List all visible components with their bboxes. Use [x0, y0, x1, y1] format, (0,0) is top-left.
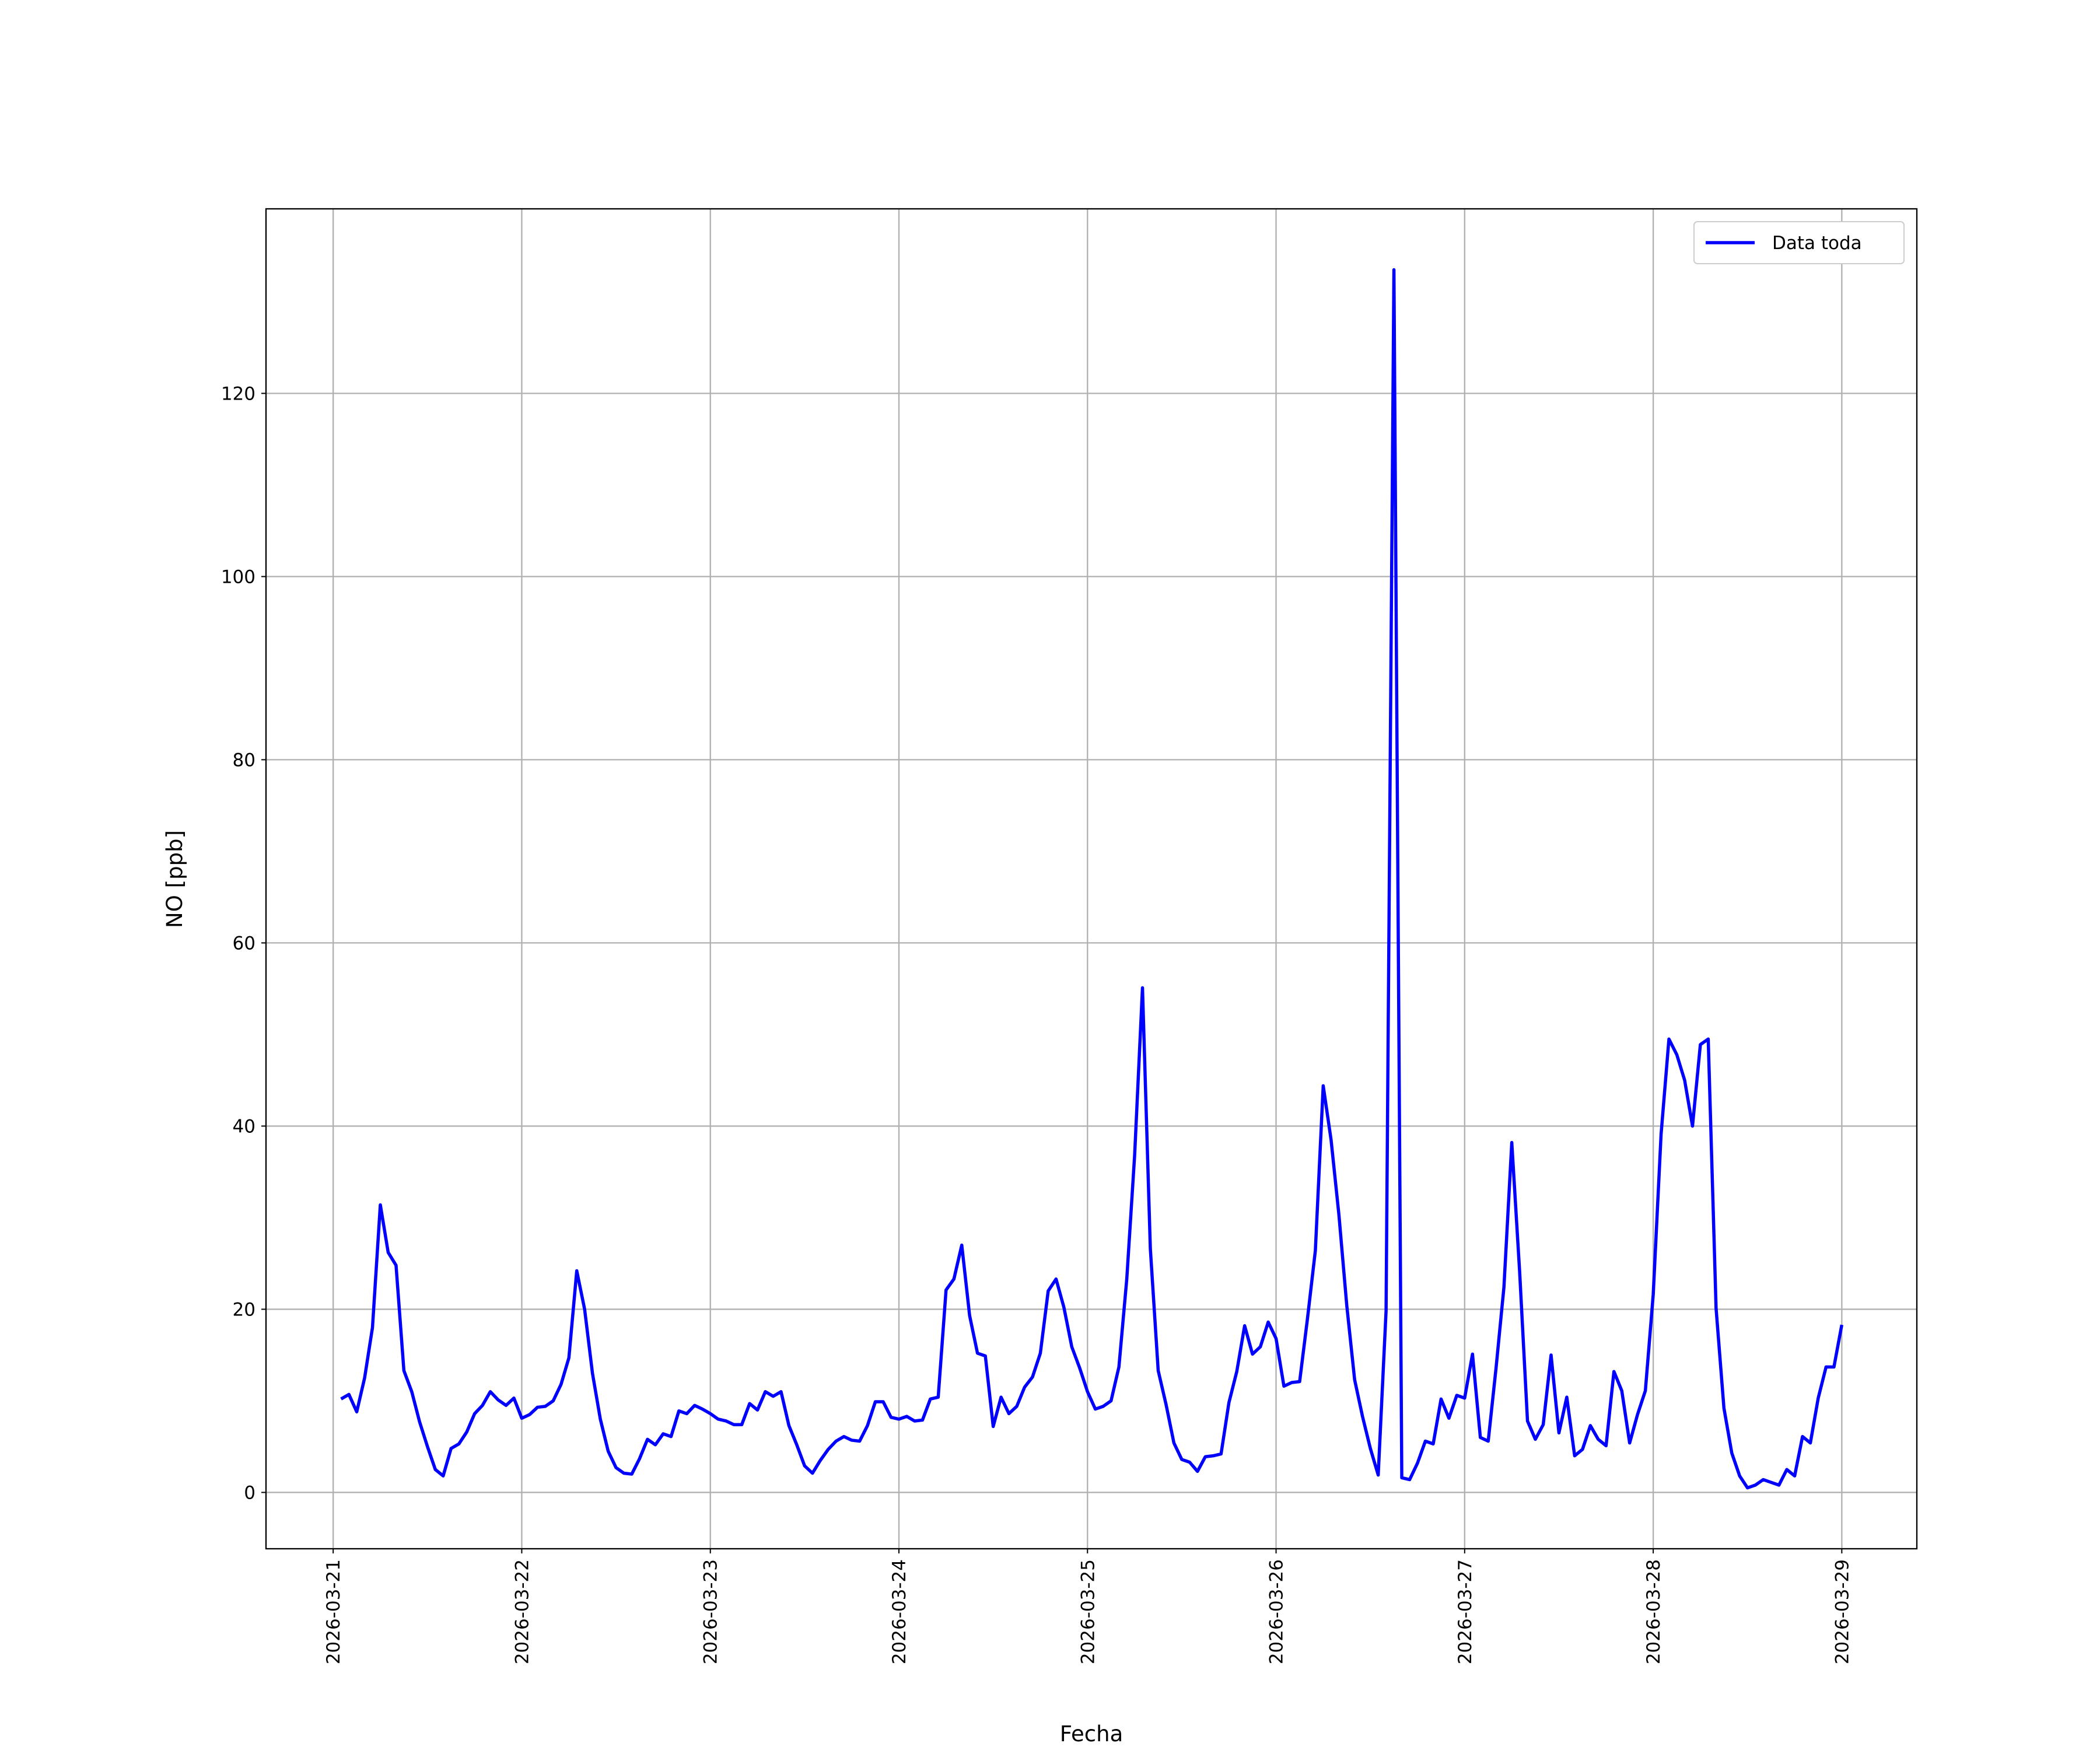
y-tick-label: 60	[233, 933, 256, 954]
x-tick-label: 2026-03-27	[1455, 1559, 1476, 1664]
y-tick-label: 20	[233, 1299, 256, 1320]
y-tick-label: 40	[233, 1116, 256, 1137]
x-tick-label: 2026-03-26	[1266, 1559, 1287, 1664]
y-tick-label: 100	[221, 566, 256, 587]
x-tick-label: 2026-03-23	[701, 1559, 722, 1664]
y-tick-label: 120	[221, 383, 256, 404]
x-tick-label: 2026-03-28	[1643, 1559, 1664, 1664]
x-tick-label: 2026-03-21	[323, 1559, 344, 1664]
y-axis-label: NO [ppb]	[162, 830, 187, 928]
data-line	[340, 268, 1844, 1490]
legend-label: Data toda	[1772, 233, 1862, 254]
x-tick-label: 2026-03-24	[889, 1559, 910, 1664]
x-tick-label: 2026-03-22	[512, 1559, 533, 1664]
x-tick-label: 2026-03-29	[1832, 1559, 1853, 1664]
x-axis-label: Fecha	[1060, 1721, 1124, 1746]
x-tick-label: 2026-03-25	[1077, 1559, 1098, 1664]
axes-frame	[265, 208, 1918, 1550]
legend-box	[1693, 221, 1905, 264]
y-tick-label: 0	[244, 1482, 256, 1503]
y-tick-label: 80	[233, 750, 256, 771]
